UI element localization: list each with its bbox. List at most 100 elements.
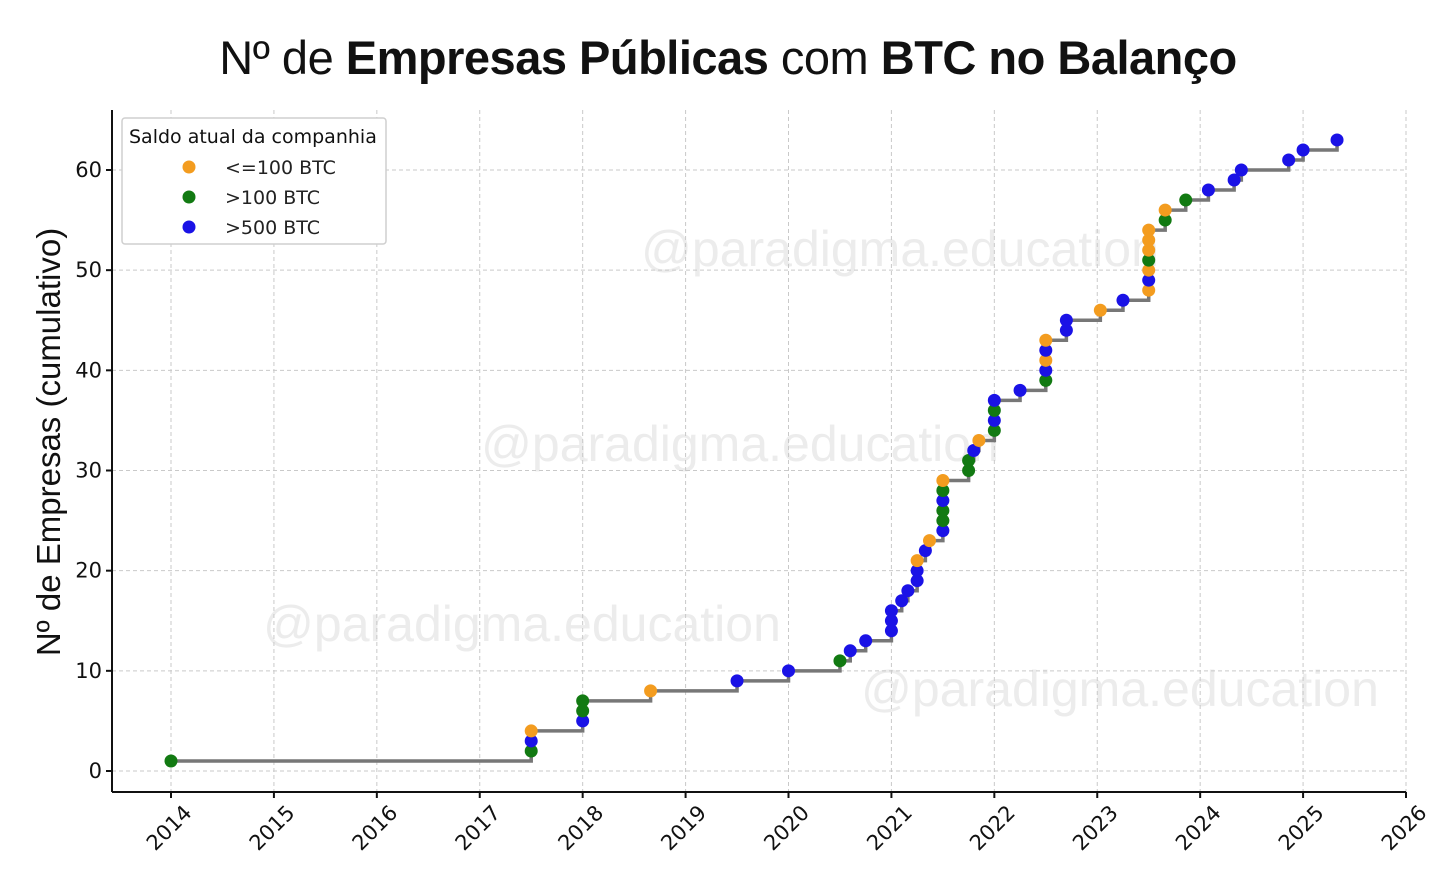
legend-marker-gt100 (182, 190, 196, 204)
watermark-text: @paradigma.education (641, 221, 1159, 277)
data-point-gt500 (1296, 143, 1310, 157)
data-point-gt500 (1116, 293, 1130, 307)
data-point-gt500 (1201, 183, 1215, 197)
y-tick-label: 10 (75, 659, 102, 683)
x-tick-label: 2014 (142, 801, 197, 856)
x-tick-label: 2025 (1274, 801, 1329, 856)
x-tick-label: 2023 (1068, 801, 1123, 856)
data-point-gt100 (987, 403, 1001, 417)
title-part: Empresas Públicas (345, 31, 769, 84)
x-tick-label: 2019 (656, 801, 711, 856)
chart-title: Nº de Empresas Públicas com BTC no Balan… (0, 30, 1456, 85)
data-point-gt100 (1142, 253, 1156, 267)
title-part: Nº de (219, 31, 346, 84)
watermark-text: @paradigma.education (861, 661, 1379, 717)
y-tick-label: 0 (89, 759, 102, 783)
data-point-gt500 (1059, 313, 1073, 327)
data-point-le100 (1142, 263, 1156, 277)
legend-marker-gt500 (182, 220, 196, 234)
y-tick-label: 20 (75, 559, 102, 583)
x-tick-label: 2022 (965, 801, 1020, 856)
data-point-le100 (644, 684, 658, 698)
data-point-le100 (1142, 223, 1156, 237)
legend-label: <=100 BTC (225, 157, 336, 179)
legend-title: Saldo atual da companhia (129, 126, 377, 148)
data-point-gt100 (1039, 373, 1053, 387)
data-point-gt500 (987, 393, 1001, 407)
data-point-gt100 (1158, 213, 1172, 227)
y-tick-label: 50 (75, 258, 102, 282)
x-tick-label: 2017 (451, 801, 506, 856)
data-point-le100 (1142, 283, 1156, 297)
data-point-gt100 (936, 484, 950, 498)
data-point-gt500 (782, 664, 795, 678)
legend-label: >500 BTC (225, 217, 320, 239)
data-point-gt500 (730, 674, 744, 688)
data-point-gt500 (967, 443, 981, 457)
title-part: BTC no Balanço (880, 31, 1237, 84)
data-point-gt500 (859, 634, 873, 648)
data-point-gt500 (1013, 383, 1027, 397)
x-tick-label: 2026 (1377, 801, 1432, 856)
legend-marker-le100 (182, 160, 196, 174)
data-point-gt500 (895, 594, 909, 608)
data-point-gt500 (936, 524, 950, 538)
data-point-gt100 (576, 704, 590, 718)
legend-box (121, 117, 387, 245)
data-point-le100 (910, 554, 924, 568)
data-point-gt500 (918, 544, 932, 558)
x-tick-label: 2020 (759, 801, 814, 856)
data-point-gt500 (1059, 323, 1073, 337)
data-point-gt500 (884, 604, 898, 618)
data-point-gt100 (987, 423, 1001, 437)
data-point-gt500 (910, 564, 924, 578)
data-point-le100 (972, 433, 986, 447)
data-point-gt500 (1282, 153, 1296, 167)
watermarks: @paradigma.education @paradigma.education… (263, 221, 1379, 717)
x-tick-label: 2016 (348, 801, 403, 856)
data-point-gt500 (1142, 273, 1156, 287)
data-point-gt100 (962, 464, 976, 477)
y-tick-label: 30 (75, 459, 102, 483)
data-point-le100 (1158, 203, 1172, 217)
y-axis-label: Nº de Empresas (cumulativo) (30, 228, 67, 656)
x-tick-labels: 2014 2015 2016 2017 2018 2019 2020 2021 2022 2023… (142, 801, 1432, 856)
data-point-le100 (1142, 243, 1156, 257)
points (164, 133, 1344, 768)
data-point-gt500 (901, 584, 915, 598)
data-point-gt500 (843, 644, 857, 658)
x-tick-label: 2021 (862, 801, 917, 856)
legend-label: >100 BTC (225, 187, 320, 209)
data-point-le100 (1142, 233, 1156, 247)
data-point-gt500 (1039, 363, 1053, 377)
y-tick-label: 60 (75, 158, 102, 182)
data-point-gt100 (936, 504, 950, 518)
y-tick-labels: 0 10 20 30 40 50 60 (75, 158, 102, 783)
data-point-le100 (524, 724, 538, 738)
y-tick-label: 40 (75, 358, 102, 382)
data-point-gt100 (833, 654, 847, 668)
watermark-text: @paradigma.education (263, 596, 781, 652)
title-part: com (768, 31, 881, 84)
data-point-gt500 (524, 734, 538, 748)
x-tick-label: 2024 (1171, 801, 1226, 856)
data-point-le100 (936, 474, 950, 488)
data-point-gt500 (1234, 163, 1248, 177)
x-tick-label: 2015 (245, 801, 300, 856)
data-point-gt500 (987, 413, 1001, 427)
data-point-gt100 (524, 744, 538, 758)
watermark-text: @paradigma.education (481, 416, 999, 472)
x-tick-label: 2018 (553, 801, 608, 856)
data-point-gt100 (1179, 193, 1193, 207)
data-point-gt500 (936, 494, 950, 508)
data-point-gt500 (1039, 343, 1053, 357)
legend: Saldo atual da companhia <=100 BTC >100 BT… (121, 117, 387, 245)
data-point-gt100 (936, 514, 950, 528)
data-point-gt500 (884, 614, 898, 628)
data-point-gt500 (576, 714, 590, 728)
data-point-gt100 (164, 754, 178, 768)
data-point-gt500 (1330, 133, 1344, 147)
axes (106, 110, 1407, 798)
data-point-gt100 (962, 453, 976, 467)
